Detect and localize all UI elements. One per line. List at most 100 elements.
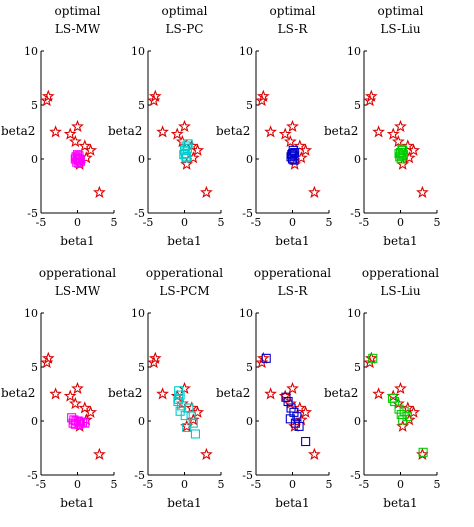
- y-tick-label: 5: [354, 99, 361, 112]
- x-tick-label: 5: [326, 478, 333, 491]
- square-point: [68, 418, 78, 428]
- square-point: [75, 156, 85, 166]
- panel-subtitle: LS-Liu: [380, 22, 420, 36]
- star-point: [299, 405, 313, 418]
- y-tick-label: 5: [246, 361, 253, 374]
- x-axis-label: beta1: [383, 496, 417, 510]
- panel-subtitle: LS-Liu: [380, 284, 420, 298]
- star-point: [156, 387, 169, 400]
- star-point: [78, 401, 92, 414]
- x-tick-label: 5: [434, 216, 441, 229]
- panel-subtitle: LS-MW: [55, 284, 101, 298]
- square-point: [174, 394, 184, 404]
- square-point: [183, 139, 193, 149]
- square-point: [181, 153, 191, 163]
- square-point: [397, 144, 407, 154]
- star-point: [283, 134, 297, 148]
- star-point: [147, 355, 161, 369]
- star-point: [372, 125, 385, 138]
- panel-subtitle: LS-PC: [166, 22, 204, 36]
- star-point: [49, 125, 62, 138]
- star-point: [278, 127, 292, 140]
- panel-title: opperational: [146, 266, 223, 280]
- panel-title: opperational: [362, 266, 439, 280]
- star-point: [396, 419, 410, 432]
- panel-title: opperational: [39, 266, 116, 280]
- square-point: [182, 152, 192, 162]
- square-point: [190, 429, 200, 439]
- square-point: [74, 158, 84, 168]
- square-point: [301, 436, 311, 447]
- panel-title: optimal: [162, 4, 208, 18]
- star-point: [78, 139, 92, 152]
- y-tick-label: 0: [354, 415, 361, 428]
- star-point: [200, 447, 213, 460]
- square-point: [287, 149, 298, 159]
- star-point: [200, 185, 213, 198]
- y-tick-label: 0: [246, 153, 253, 166]
- square-point: [74, 419, 84, 429]
- y-tick-label: 10: [239, 307, 253, 320]
- y-tick-label: 0: [354, 153, 361, 166]
- panel-subtitle: LS-PCM: [159, 284, 209, 298]
- x-tick-label: -5: [143, 478, 154, 491]
- x-tick-label: -5: [251, 478, 262, 491]
- star-point: [386, 127, 400, 140]
- star-point: [293, 401, 307, 414]
- star-point: [63, 127, 77, 140]
- x-tick-label: -5: [143, 216, 154, 229]
- star-point: [308, 447, 321, 460]
- panel-optimal-ls-pc: optimal LS-PC beta1 beta2 -5 0 5 10 -5 0 5: [108, 4, 225, 248]
- y-tick-label: 5: [138, 361, 145, 374]
- x-tick-label: 0: [74, 478, 81, 491]
- y-tick-label: 10: [239, 45, 253, 58]
- x-tick-label: 0: [289, 478, 296, 491]
- y-tick-label: 0: [246, 415, 253, 428]
- square-point: [402, 412, 412, 422]
- star-point: [156, 125, 169, 138]
- star-point: [147, 93, 161, 107]
- y-axis-label: beta2: [1, 124, 35, 138]
- star-point: [40, 93, 54, 107]
- square-point: [397, 151, 407, 161]
- star-point: [286, 119, 299, 133]
- y-tick-label: -5: [134, 207, 145, 220]
- square-point: [368, 353, 378, 363]
- star-point: [299, 143, 313, 156]
- star-point: [178, 119, 191, 133]
- star-point: [63, 389, 77, 402]
- panel-opperational-ls-r: opperational LS-R beta1 beta2 -5 0 5 10 -5 0 5: [216, 266, 333, 510]
- x-tick-label: 5: [111, 216, 118, 229]
- square-point: [283, 397, 293, 407]
- y-tick-label: -5: [350, 207, 361, 220]
- square-point: [292, 412, 302, 422]
- y-tick-label: 10: [347, 45, 361, 58]
- y-tick-label: 0: [31, 415, 38, 428]
- x-axis-label: beta1: [60, 234, 94, 248]
- y-axis-label: beta2: [108, 386, 142, 400]
- y-tick-label: -5: [350, 469, 361, 482]
- x-tick-label: -5: [359, 478, 370, 491]
- panel-title: optimal: [378, 4, 424, 18]
- panel-subtitle: LS-MW: [55, 22, 101, 36]
- x-tick-label: -5: [359, 216, 370, 229]
- star-point: [394, 381, 407, 395]
- panel-optimal-ls-r: optimal LS-R beta1 beta2 -5 0 5 10 -5 0 5: [216, 4, 333, 248]
- star-point: [363, 93, 377, 107]
- square-point: [177, 401, 187, 411]
- x-tick-label: 5: [218, 478, 225, 491]
- star-point: [68, 134, 82, 148]
- x-tick-label: 5: [326, 216, 333, 229]
- panel-optimal-ls-liu: optimal LS-Liu beta1 beta2 -5 0 5 10 -5 0 5: [324, 4, 441, 248]
- x-tick-label: -5: [36, 478, 47, 491]
- x-tick-label: 0: [181, 216, 188, 229]
- y-tick-label: 0: [138, 415, 145, 428]
- x-tick-label: -5: [251, 216, 262, 229]
- square-point: [294, 421, 304, 431]
- square-point: [182, 422, 192, 433]
- star-point: [255, 355, 269, 369]
- square-point: [387, 393, 398, 403]
- y-axis-label: beta2: [216, 386, 250, 400]
- x-axis-label: beta1: [167, 234, 201, 248]
- y-tick-label: 5: [31, 361, 38, 374]
